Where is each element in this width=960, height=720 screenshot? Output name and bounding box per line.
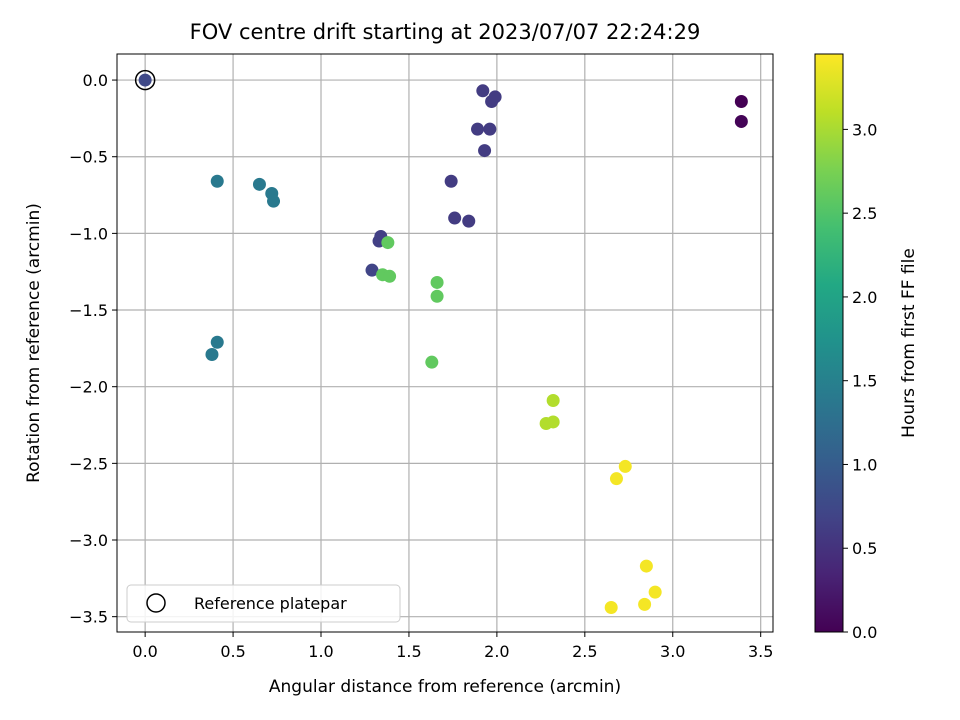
scatter-point xyxy=(638,597,652,611)
colorbar-gradient xyxy=(814,53,844,633)
legend-box xyxy=(126,584,401,623)
scatter-point xyxy=(448,211,462,225)
scatter-point xyxy=(267,194,281,208)
reference-point-fill xyxy=(138,73,152,87)
scatter-point xyxy=(252,177,266,191)
scatter-point xyxy=(478,144,492,158)
scatter-point xyxy=(444,174,458,188)
y-tick-label: −2.5 xyxy=(69,454,108,473)
legend-entry-label: Reference platepar xyxy=(194,594,347,613)
legend: Reference platepar xyxy=(126,584,401,623)
colorbar: 0.0 0.5 1.0 1.5 2.0 2.5 3.0 Hours from first F… xyxy=(814,53,919,642)
colorbar-ticks: 0.0 0.5 1.0 1.5 2.0 2.5 3.0 xyxy=(843,120,877,642)
x-tick-label: 0.5 xyxy=(220,642,245,661)
grid-lines xyxy=(117,54,773,632)
scatter-point xyxy=(210,174,224,188)
colorbar-tick-label: 2.0 xyxy=(852,288,877,307)
scatter-point xyxy=(546,393,560,407)
scatter-point xyxy=(609,472,623,486)
scatter-point xyxy=(604,600,618,614)
x-tick-label: 3.0 xyxy=(660,642,685,661)
x-tick-label: 1.0 xyxy=(308,642,333,661)
x-tick-label: 1.5 xyxy=(396,642,421,661)
scatter-point xyxy=(471,122,485,136)
scatter-point xyxy=(462,214,476,228)
scatter-point xyxy=(546,415,560,429)
scatter-point xyxy=(639,559,653,573)
plot-area: 0.0 0.5 1.0 1.5 2.0 2.5 3.0 3.5 0.0 −0.5 −1.0 −1.5… xyxy=(69,53,774,661)
y-tick-label: −3.5 xyxy=(69,608,108,627)
colorbar-tick-label: 1.5 xyxy=(852,372,877,391)
x-axis-label: Angular distance from reference (arcmin) xyxy=(269,677,621,697)
colorbar-tick-label: 1.0 xyxy=(852,455,877,474)
scatter-point xyxy=(734,95,748,109)
scatter-point xyxy=(483,122,497,136)
colorbar-tick-label: 3.0 xyxy=(852,120,877,139)
y-tick-label: −3.0 xyxy=(69,531,108,550)
scatter-point xyxy=(430,289,444,303)
y-axis-label: Rotation from reference (arcmin) xyxy=(24,203,44,483)
y-tick-label: −1.5 xyxy=(69,301,108,320)
scatter-point xyxy=(381,236,395,250)
y-tick-label: −1.0 xyxy=(69,224,108,243)
scatter-point xyxy=(734,114,748,128)
colorbar-tick-label: 0.0 xyxy=(852,623,877,642)
x-tick-label: 3.5 xyxy=(748,642,773,661)
scatter-point xyxy=(365,263,379,277)
x-axis-ticks: 0.0 0.5 1.0 1.5 2.0 2.5 3.0 3.5 xyxy=(132,632,773,661)
y-tick-label: −0.5 xyxy=(69,148,108,167)
y-axis-ticks: 0.0 −0.5 −1.0 −1.5 −2.0 −2.5 −3.0 −3.5 xyxy=(69,71,117,627)
scatter-point xyxy=(485,95,499,109)
plot-frame xyxy=(116,53,774,633)
legend-marker-icon xyxy=(146,593,166,613)
scatter-point xyxy=(383,269,397,283)
reference-marker xyxy=(134,69,156,91)
y-tick-label: −2.0 xyxy=(69,378,108,397)
x-tick-label: 2.0 xyxy=(484,642,509,661)
scatter-point xyxy=(425,355,439,369)
scatter-point xyxy=(210,335,224,349)
scatter-point xyxy=(476,84,490,98)
x-tick-label: 0.0 xyxy=(132,642,157,661)
reference-point-ring xyxy=(134,69,156,91)
scatter-point xyxy=(205,347,219,361)
y-tick-label: 0.0 xyxy=(83,71,108,90)
scatter-point xyxy=(618,459,632,473)
colorbar-tick-label: 0.5 xyxy=(852,539,877,558)
scatter-point xyxy=(648,585,662,599)
chart-title: FOV centre drift starting at 2023/07/07 … xyxy=(190,20,701,44)
plot-background xyxy=(117,54,773,632)
scatter-point xyxy=(430,275,444,289)
x-tick-label: 2.5 xyxy=(572,642,597,661)
colorbar-tick-label: 2.5 xyxy=(852,204,877,223)
colorbar-label: Hours from first FF file xyxy=(899,248,919,438)
scatter-series xyxy=(205,84,748,614)
